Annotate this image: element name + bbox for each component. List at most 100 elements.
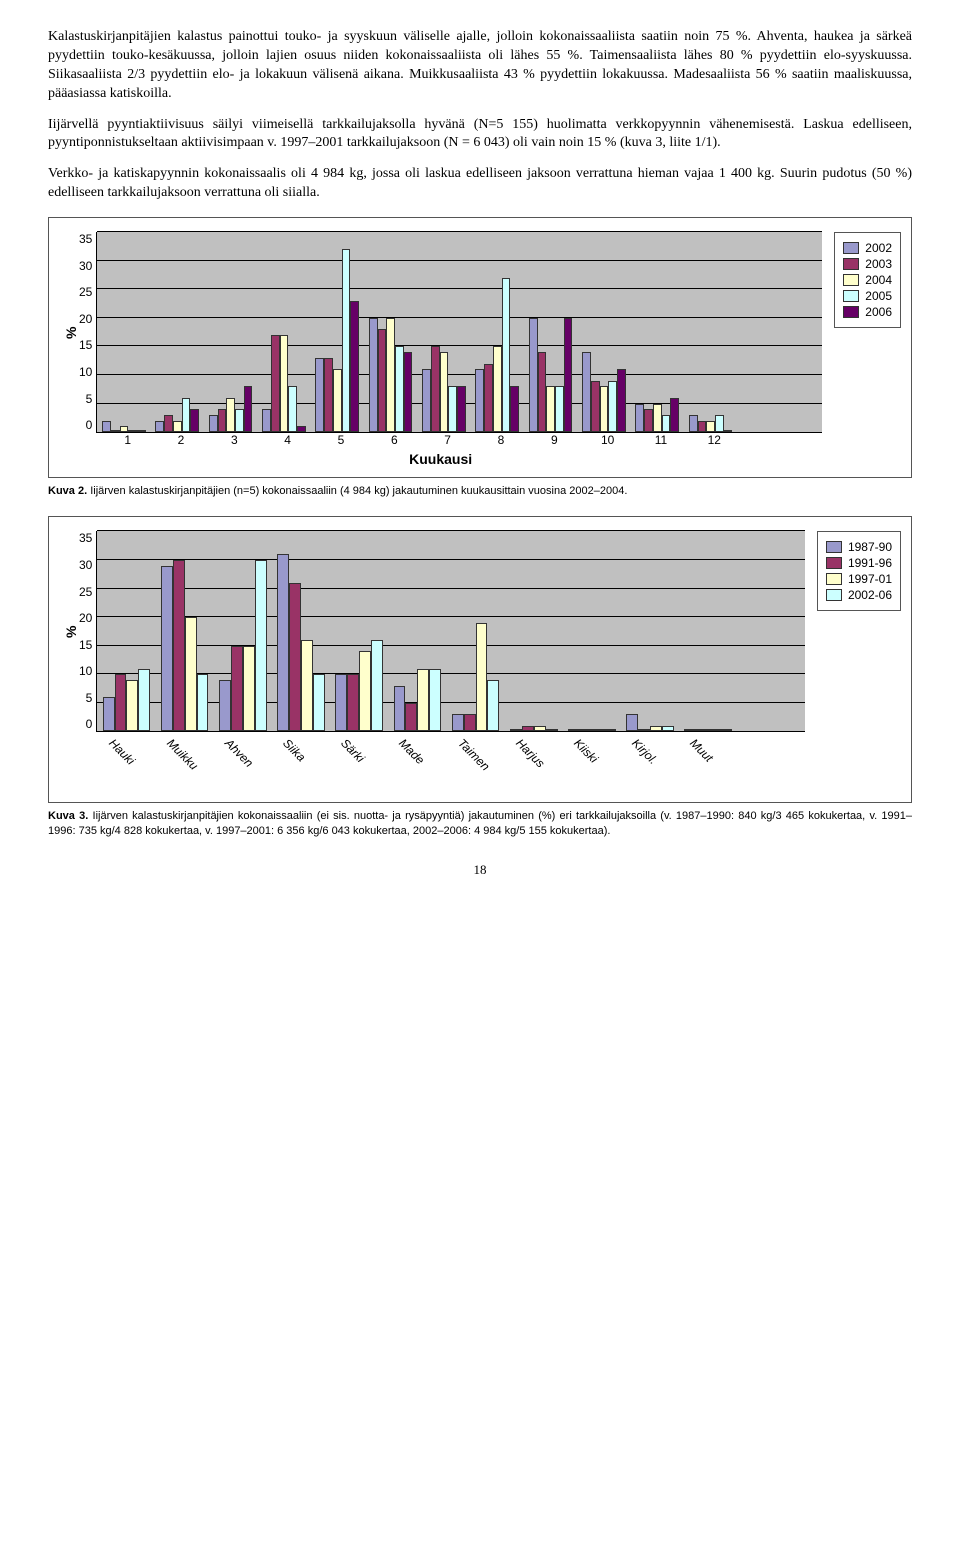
legend-item: 1987-90 [826, 540, 892, 554]
bar [724, 430, 733, 432]
para-2: Iijärvellä pyyntiaktiivisuus säilyi viim… [48, 116, 912, 154]
legend-item: 2002-06 [826, 588, 892, 602]
legend-item: 2003 [843, 257, 892, 271]
legend-label: 1997-01 [848, 572, 892, 586]
x-tick: Kirjol. [629, 736, 660, 767]
bar [333, 369, 342, 432]
y-tick: 0 [86, 418, 93, 432]
x-tick: 7 [421, 433, 474, 447]
y-tick: 35 [79, 232, 92, 246]
chart-1-caption: Kuva 2. Iijärven kalastuskirjanpitäjien … [48, 484, 912, 498]
bar [335, 674, 347, 731]
bar [422, 369, 431, 432]
bar [137, 430, 146, 432]
bar [243, 646, 255, 732]
bar [650, 726, 662, 732]
x-tick: Taimen [455, 736, 492, 773]
chart-2-y-label: % [59, 531, 79, 732]
bar-group [689, 415, 733, 432]
bar [608, 381, 617, 432]
bar [635, 404, 644, 433]
chart-1-x-label: Kuukausi [59, 451, 822, 467]
y-tick: 15 [79, 638, 92, 652]
bar [706, 421, 715, 432]
y-tick: 20 [79, 611, 92, 625]
legend-swatch [826, 589, 842, 601]
bar-group [510, 726, 558, 732]
bar [350, 301, 359, 432]
bar-group [635, 398, 679, 432]
bar [626, 714, 638, 731]
bar [440, 352, 449, 432]
x-tick: Muikku [164, 736, 201, 773]
bar-group [529, 318, 573, 432]
bar [684, 729, 696, 731]
bar [102, 421, 111, 432]
x-tick: 4 [261, 433, 314, 447]
x-tick: 1 [101, 433, 154, 447]
bar [209, 415, 218, 432]
bar [315, 358, 324, 432]
x-tick: 12 [688, 433, 741, 447]
bar [155, 421, 164, 432]
chart-1-caption-bold: Kuva 2. [48, 485, 87, 497]
bar [475, 369, 484, 432]
bar [161, 566, 173, 732]
bar [448, 386, 457, 432]
x-tick: 3 [208, 433, 261, 447]
bar [347, 674, 359, 731]
bar [197, 674, 209, 731]
para-3: Verkko- ja katiskapyynnin kokonaissaalis… [48, 165, 912, 203]
bar [244, 386, 253, 432]
bar [638, 729, 650, 731]
x-tick: Särki [338, 736, 367, 765]
bar [218, 409, 227, 432]
legend-swatch [843, 290, 859, 302]
y-tick: 20 [79, 312, 92, 326]
chart-2-caption: Kuva 3. Iijärven kalastuskirjanpitäjien … [48, 809, 912, 838]
bar [301, 640, 313, 731]
chart-1-x-axis: 123456789101112 [101, 433, 741, 447]
bar-group [568, 729, 616, 731]
x-tick: 6 [368, 433, 421, 447]
legend-label: 2005 [865, 289, 892, 303]
legend-item: 1991-96 [826, 556, 892, 570]
bar [546, 729, 558, 731]
bar [369, 318, 378, 432]
bar [564, 318, 573, 432]
chart-1-legend: 20022003200420052006 [834, 232, 901, 328]
bar [231, 646, 243, 732]
bar [190, 409, 199, 432]
bar [538, 352, 547, 432]
y-tick: 10 [79, 664, 92, 678]
x-tick: Hauki [106, 736, 138, 768]
chart-2-y-ticks: 35302520151050 [79, 531, 96, 731]
legend-swatch [826, 541, 842, 553]
bar [452, 714, 464, 731]
legend-label: 1991-96 [848, 556, 892, 570]
bar [115, 674, 127, 731]
x-tick: Made [397, 736, 428, 767]
page-number: 18 [48, 862, 912, 878]
bar [653, 404, 662, 433]
bar-group [452, 623, 500, 732]
chart-1-caption-text: Iijärven kalastuskirjanpitäjien (n=5) ko… [87, 485, 627, 497]
bar-group [277, 554, 325, 731]
bar [271, 335, 280, 432]
bar [662, 415, 671, 432]
legend-swatch [843, 242, 859, 254]
x-tick: Harjus [513, 736, 547, 770]
chart-2-legend: 1987-90 1991-96 1997-01 2002-06 [817, 531, 901, 611]
bar [670, 398, 679, 432]
bar [476, 623, 488, 732]
bar-group [262, 335, 306, 432]
para-1: Kalastuskirjanpitäjien kalastus painottu… [48, 28, 912, 104]
bar [591, 381, 600, 432]
x-tick: Muut [687, 736, 716, 765]
legend-label: 2002 [865, 241, 892, 255]
y-tick: 10 [79, 365, 92, 379]
legend-swatch [826, 573, 842, 585]
legend-label: 1987-90 [848, 540, 892, 554]
y-tick: 30 [79, 259, 92, 273]
y-tick: 30 [79, 558, 92, 572]
